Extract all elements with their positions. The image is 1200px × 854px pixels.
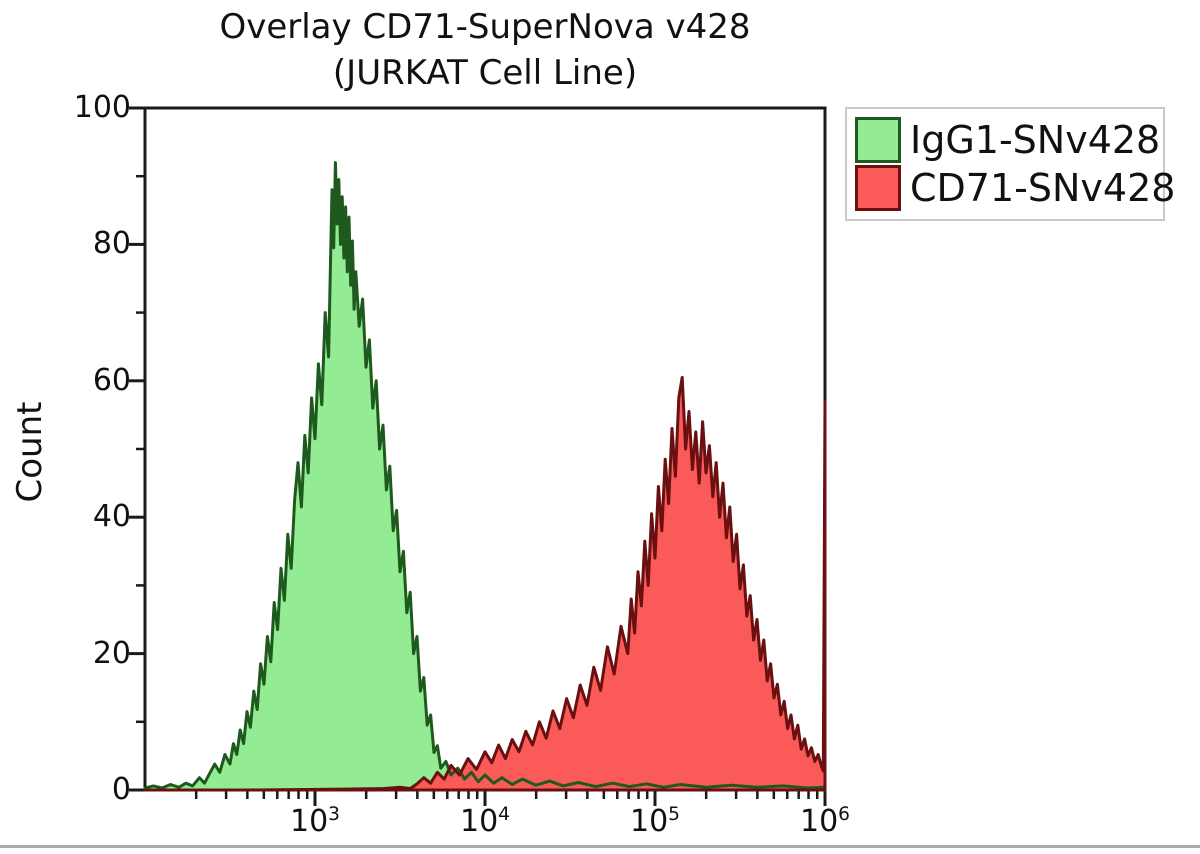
- igg1-swatch-icon: [855, 117, 901, 163]
- bottom-divider: [0, 845, 1200, 848]
- legend-box: IgG1-SNv428 CD71-SNv428: [845, 107, 1175, 221]
- chart-title-line1: Overlay CD71-SuperNova v428: [219, 7, 751, 47]
- x-tick-label: 105: [629, 804, 681, 839]
- chart-title: Overlay CD71-SuperNova v428 (JURKAT Cell…: [145, 4, 825, 96]
- y-tick-label: 100: [73, 90, 131, 125]
- x-tick-label: 103: [289, 804, 341, 839]
- y-tick-label: 0: [111, 772, 131, 807]
- legend-label-cd71: CD71-SNv428: [910, 166, 1176, 210]
- legend-item-igg1: IgG1-SNv428: [855, 117, 1160, 163]
- x-tick-label: 106: [799, 804, 851, 839]
- y-tick-label: 40: [92, 499, 131, 535]
- y-tick-label: 20: [92, 635, 131, 671]
- y-tick-label: 80: [92, 226, 131, 262]
- y-tick-label: 60: [92, 362, 131, 398]
- legend-item-cd71: CD71-SNv428: [855, 165, 1175, 211]
- histogram-outline-CD71-SNv428: [143, 375, 827, 792]
- chart-title-line2: (JURKAT Cell Line): [332, 53, 638, 93]
- histogram-fill-IgG1-SNv428: [145, 162, 825, 791]
- histogram-fill-CD71-SNv428: [145, 377, 825, 790]
- cd71-swatch-icon: [855, 165, 901, 211]
- x-tick-label: 104: [459, 804, 511, 839]
- legend-label-igg1: IgG1-SNv428: [910, 118, 1161, 162]
- histogram-outline-IgG1-SNv428: [143, 161, 827, 792]
